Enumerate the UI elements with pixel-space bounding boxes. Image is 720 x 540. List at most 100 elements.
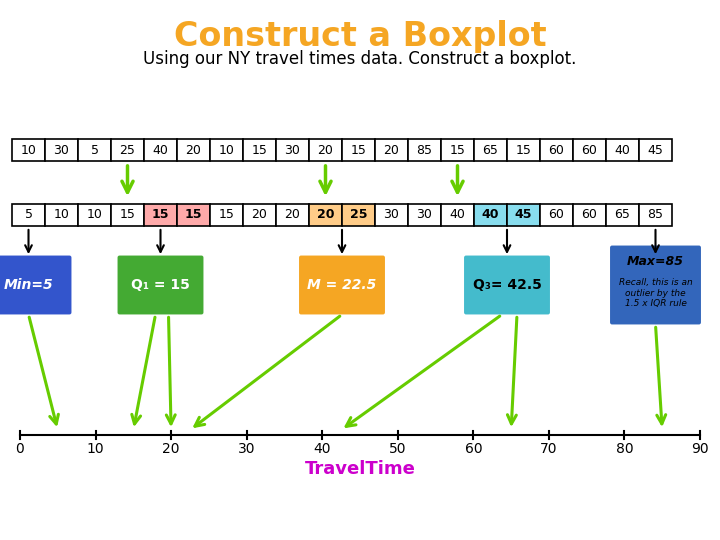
Text: Q₃= 42.5: Q₃= 42.5 <box>472 278 541 292</box>
Bar <box>375 204 408 226</box>
Bar <box>177 204 210 226</box>
Text: 25: 25 <box>350 208 367 221</box>
Text: 30: 30 <box>417 208 433 221</box>
Bar <box>111 204 144 226</box>
Bar <box>408 204 441 226</box>
Text: 85: 85 <box>416 144 433 157</box>
Text: 60: 60 <box>464 442 482 456</box>
Text: Min=5: Min=5 <box>4 278 53 292</box>
Text: 10: 10 <box>86 208 102 221</box>
Text: 15: 15 <box>351 144 366 157</box>
Text: 60: 60 <box>549 144 564 157</box>
Bar <box>474 204 507 226</box>
Bar <box>45 204 78 226</box>
Text: 5: 5 <box>24 208 32 221</box>
Text: 0: 0 <box>16 442 24 456</box>
Bar <box>507 204 540 226</box>
FancyBboxPatch shape <box>0 254 73 315</box>
Bar <box>408 139 441 161</box>
Text: 65: 65 <box>615 208 631 221</box>
Text: TravelTime: TravelTime <box>305 460 415 478</box>
Bar <box>441 139 474 161</box>
Text: 40: 40 <box>153 144 168 157</box>
FancyBboxPatch shape <box>463 254 551 315</box>
Bar <box>606 139 639 161</box>
Text: 15: 15 <box>152 208 169 221</box>
Text: 25: 25 <box>120 144 135 157</box>
Text: 50: 50 <box>389 442 407 456</box>
Bar <box>210 204 243 226</box>
Text: 65: 65 <box>482 144 498 157</box>
Bar <box>177 139 210 161</box>
Text: 10: 10 <box>53 208 69 221</box>
Text: 30: 30 <box>384 208 400 221</box>
Text: 20: 20 <box>251 208 267 221</box>
Text: 40: 40 <box>482 208 499 221</box>
Text: 15: 15 <box>185 208 202 221</box>
Bar <box>540 204 573 226</box>
Text: 45: 45 <box>647 144 663 157</box>
Bar <box>573 204 606 226</box>
Text: Max=85: Max=85 <box>627 255 684 268</box>
Text: 15: 15 <box>219 208 235 221</box>
Bar <box>606 204 639 226</box>
Bar <box>309 204 342 226</box>
Text: 20: 20 <box>384 144 400 157</box>
Text: 10: 10 <box>21 144 37 157</box>
Bar <box>243 139 276 161</box>
Text: 60: 60 <box>549 208 564 221</box>
Text: 20: 20 <box>186 144 202 157</box>
Text: Construct a Boxplot: Construct a Boxplot <box>174 20 546 53</box>
Bar <box>144 139 177 161</box>
Text: 80: 80 <box>616 442 634 456</box>
Bar <box>144 204 177 226</box>
Bar <box>243 204 276 226</box>
Bar <box>441 204 474 226</box>
Text: 15: 15 <box>120 208 135 221</box>
Text: 15: 15 <box>449 144 465 157</box>
Text: 30: 30 <box>53 144 69 157</box>
Text: 10: 10 <box>86 442 104 456</box>
Bar <box>111 139 144 161</box>
Text: 45: 45 <box>515 208 532 221</box>
Bar <box>639 204 672 226</box>
Text: 90: 90 <box>691 442 708 456</box>
Bar <box>276 204 309 226</box>
Text: Q₁ = 15: Q₁ = 15 <box>131 278 190 292</box>
Text: 10: 10 <box>219 144 235 157</box>
Text: 20: 20 <box>317 208 334 221</box>
Bar <box>474 139 507 161</box>
Text: 40: 40 <box>313 442 331 456</box>
Bar <box>342 204 375 226</box>
Bar <box>45 139 78 161</box>
Bar <box>639 139 672 161</box>
Bar <box>276 139 309 161</box>
Bar <box>309 139 342 161</box>
Bar <box>507 139 540 161</box>
Text: 15: 15 <box>516 144 531 157</box>
Text: 40: 40 <box>615 144 631 157</box>
Text: 85: 85 <box>647 208 664 221</box>
Text: Recall, this is an
outlier by the
1.5 x IQR rule: Recall, this is an outlier by the 1.5 x … <box>618 278 693 308</box>
Bar <box>573 139 606 161</box>
FancyBboxPatch shape <box>298 254 386 315</box>
Text: 40: 40 <box>449 208 465 221</box>
Bar <box>210 139 243 161</box>
Text: 60: 60 <box>582 144 598 157</box>
Text: M = 22.5: M = 22.5 <box>307 278 377 292</box>
Text: 20: 20 <box>163 442 180 456</box>
FancyBboxPatch shape <box>609 245 702 326</box>
Bar <box>342 139 375 161</box>
Bar <box>78 204 111 226</box>
Text: 30: 30 <box>284 144 300 157</box>
Text: 70: 70 <box>540 442 557 456</box>
Text: 20: 20 <box>284 208 300 221</box>
Bar <box>12 139 45 161</box>
Text: 15: 15 <box>251 144 267 157</box>
FancyBboxPatch shape <box>117 254 204 315</box>
Bar <box>78 139 111 161</box>
Text: 30: 30 <box>238 442 256 456</box>
Bar <box>12 204 45 226</box>
Bar <box>540 139 573 161</box>
Bar <box>375 139 408 161</box>
